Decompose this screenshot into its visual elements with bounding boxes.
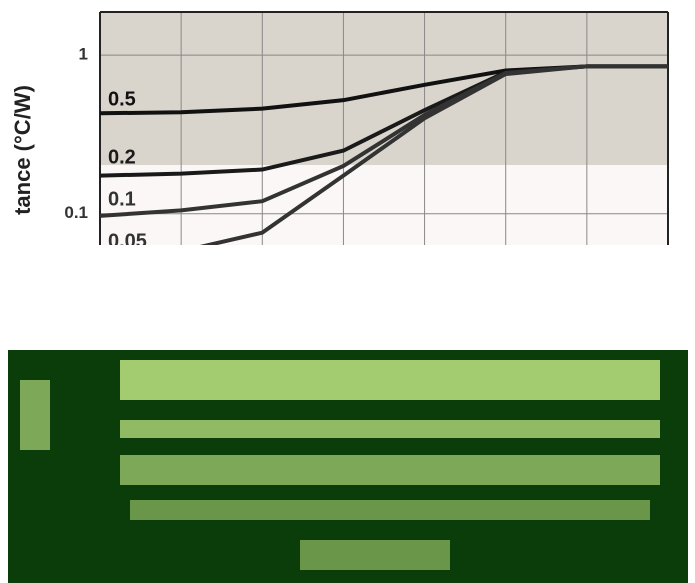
noise-stripe [20, 380, 50, 450]
noise-stripe [120, 420, 660, 438]
noise-block [8, 350, 688, 583]
y-tick-label: 1 [79, 45, 88, 64]
noise-stripe [120, 455, 660, 485]
y-axis-label: tance (°C/W) [10, 85, 35, 215]
noise-stripe [120, 360, 660, 400]
blank-area [0, 245, 695, 350]
y-tick-label: 0.1 [64, 203, 88, 222]
series-label: 0.5 [108, 88, 136, 110]
series-label: 0.2 [108, 146, 136, 168]
series-label: 0.1 [108, 188, 136, 210]
noise-stripe [130, 500, 650, 520]
noise-stripe [300, 540, 450, 570]
chart: 0.50.20.10.05 tance (°C/W) 10.1 [0, 0, 695, 583]
